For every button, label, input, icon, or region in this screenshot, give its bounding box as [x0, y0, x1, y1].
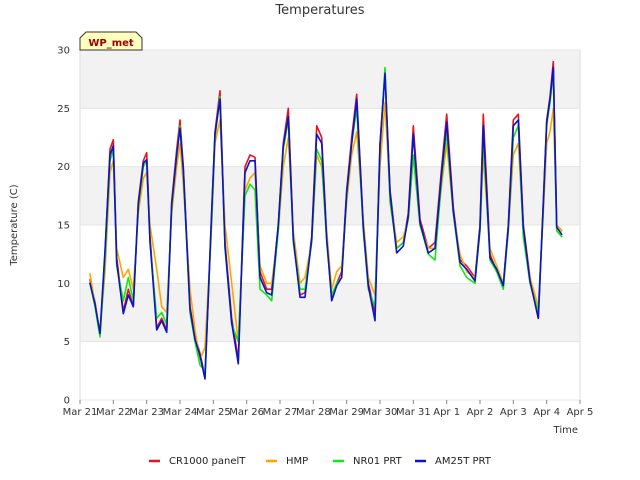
x-tick-label: Mar 27 — [263, 407, 298, 418]
legend-label: AM25T PRT — [435, 456, 492, 467]
station-badge: WP_met — [79, 31, 143, 51]
series-lines — [89, 60, 563, 380]
background-band-1 — [80, 166, 580, 225]
legend-label: HMP — [286, 456, 308, 467]
x-tick-label: Apr 5 — [567, 407, 594, 418]
x-tick-label: Mar 29 — [329, 407, 364, 418]
station-badge-label: WP_met — [88, 38, 134, 49]
x-tick-label: Mar 25 — [196, 407, 231, 418]
legend-label: NR01 PRT — [353, 456, 403, 467]
y-tick-label: 0 — [64, 396, 70, 407]
x-tick-label: Apr 4 — [533, 407, 560, 418]
x-tick-label: Apr 3 — [500, 407, 527, 418]
legend-label: CR1000 panelT — [169, 456, 246, 467]
chart-title: Temperatures — [274, 3, 364, 18]
y-tick-label: 10 — [57, 279, 70, 290]
x-tick-label: Mar 21 — [63, 407, 98, 418]
background-band-2 — [80, 50, 580, 109]
x-tick-label: Mar 28 — [296, 407, 331, 418]
plot-background-bands — [80, 50, 580, 342]
y-tick-label: 20 — [57, 162, 70, 173]
x-tick-label: Mar 23 — [129, 407, 164, 418]
x-tick-label: Apr 2 — [467, 407, 494, 418]
y-tick-label: 25 — [57, 104, 70, 115]
y-axis-label: Temperature (C) — [9, 184, 20, 266]
x-tick-label: Mar 26 — [229, 407, 264, 418]
x-tick-label: Mar 30 — [363, 407, 398, 418]
y-tick-label: 15 — [57, 221, 70, 232]
legend: CR1000 panelT HMP NR01 PRT AM25T PRT — [149, 456, 492, 467]
station-badge-box — [79, 31, 143, 51]
background-band-0 — [80, 283, 580, 342]
y-tick-label: 30 — [57, 46, 70, 57]
series-line-am25t-prt — [89, 66, 563, 380]
y-tick-label: 5 — [64, 337, 70, 348]
x-tick-label: Mar 22 — [96, 407, 131, 418]
x-tick-label: Mar 24 — [163, 407, 198, 418]
x-tick-label: Apr 1 — [433, 407, 460, 418]
x-tick-label: Mar 31 — [396, 407, 431, 418]
x-axis-label: Time — [553, 425, 578, 436]
